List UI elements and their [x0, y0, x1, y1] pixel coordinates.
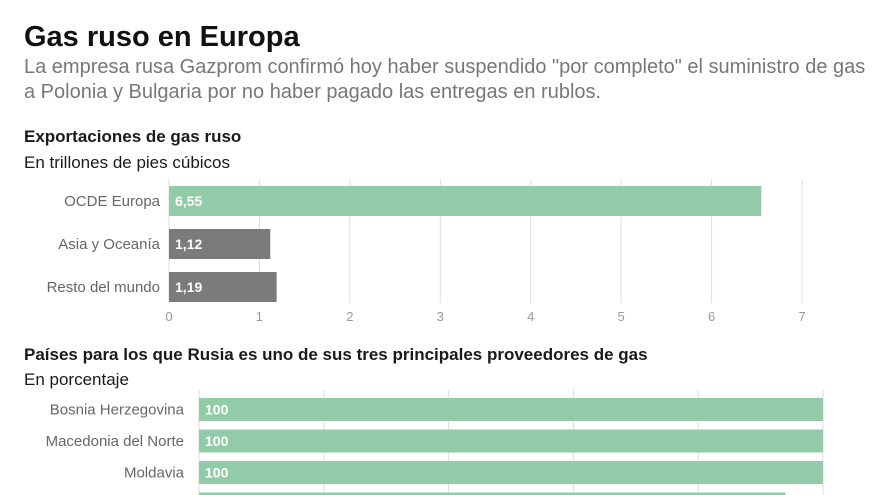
- bar-asia-y-oceania: [169, 229, 271, 259]
- tick-label-5: 5: [618, 309, 625, 324]
- category-label-resto-del-mundo: Resto del mundo: [47, 279, 160, 296]
- category-label-asia-y-oceania: Asia y Oceanía: [58, 236, 160, 253]
- suppliers-chart-unit: En porcentaje: [24, 370, 129, 389]
- chart-title: Gas ruso en Europa: [24, 21, 300, 53]
- tick-label-2: 2: [346, 309, 353, 324]
- category-label-macedonia-del-norte: Macedonia del Norte: [46, 433, 184, 450]
- value-label-asia-y-oceania: 1,12: [175, 236, 202, 252]
- bar-macedonia-del-norte: [199, 429, 823, 453]
- suppliers-bar-chart: Bosnia Herzegovina 100 Macedonia del Norte…: [46, 390, 824, 495]
- tick-label-1: 1: [256, 309, 263, 324]
- tick-label-4: 4: [527, 309, 534, 324]
- tick-label-6: 6: [708, 309, 715, 324]
- bar-row-3: [199, 492, 786, 495]
- tick-label-0: 0: [165, 309, 172, 324]
- value-label-resto-del-mundo: 1,19: [175, 279, 202, 295]
- chart-subtitle: La empresa rusa Gazprom confirmó hoy hab…: [24, 56, 866, 103]
- value-label-ocde-europa: 6,55: [175, 193, 202, 209]
- category-label-bosnia-herzegovina: Bosnia Herzegovina: [50, 402, 185, 419]
- bar-resto-del-mundo: [169, 272, 277, 302]
- exports-chart-title: Exportaciones de gas ruso: [24, 127, 242, 146]
- exports-chart-unit: En trillones de pies cúbicos: [24, 153, 231, 172]
- value-label-bosnia-herzegovina: 100: [205, 402, 229, 418]
- suppliers-chart-title: Países para los que Rusia es uno de sus …: [24, 345, 648, 364]
- category-label-moldavia: Moldavia: [124, 465, 185, 482]
- tick-label-7: 7: [798, 309, 805, 324]
- tick-label-3: 3: [437, 309, 444, 324]
- bar-ocde-europa: [169, 186, 762, 216]
- exports-bar-chart: OCDE Europa 6,55 Asia y Oceanía 1,12 Resto d…: [47, 179, 806, 324]
- bar-moldavia: [199, 461, 823, 484]
- category-label-ocde-europa: OCDE Europa: [64, 193, 161, 210]
- value-label-macedonia-del-norte: 100: [205, 433, 229, 449]
- value-label-moldavia: 100: [205, 465, 229, 481]
- bar-bosnia-herzegovina: [199, 398, 823, 421]
